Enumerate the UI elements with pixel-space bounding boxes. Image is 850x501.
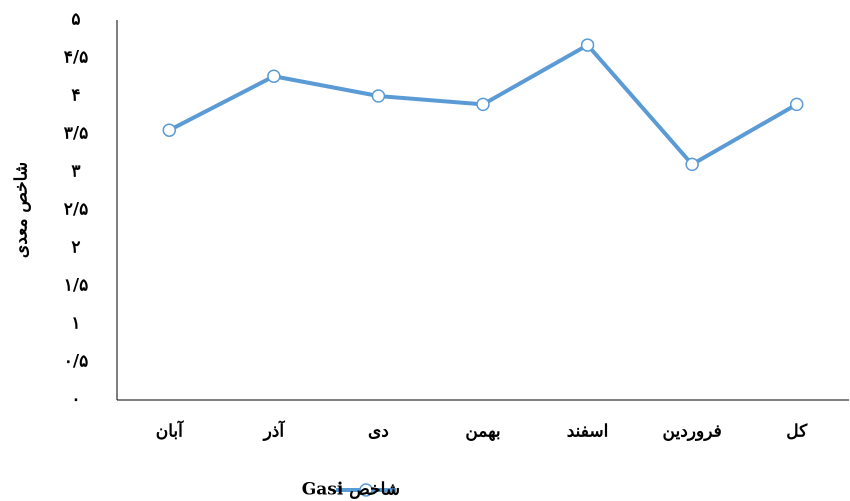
point-marker <box>267 69 281 83</box>
y-tick-label: ۴/۵ <box>64 48 88 68</box>
legend-label: شاخص Gasi <box>302 480 400 500</box>
y-tick-label: ۱ <box>71 314 80 334</box>
y-tick-label: ۲ <box>71 238 80 258</box>
x-tick-label: آبان <box>156 420 184 442</box>
point-marker <box>476 97 490 112</box>
x-tick-label: کل <box>786 422 808 442</box>
y-tick-label: ۴ <box>71 86 80 106</box>
x-tick-label: فروردین <box>663 422 722 442</box>
point-marker <box>580 38 595 52</box>
x-tick-label: بهمن <box>465 422 500 442</box>
legend-marker <box>359 483 373 497</box>
x-tick-label: آذر <box>262 420 286 442</box>
y-tick-label: ۳ <box>71 162 80 182</box>
point-marker <box>371 89 386 103</box>
y-tick-label: ۰ <box>71 390 80 410</box>
y-tick-label: ۰/۵ <box>64 352 88 372</box>
point-marker <box>789 97 804 112</box>
y-tick-label: ۵ <box>71 10 80 30</box>
y-tick-label: ۱/۵ <box>64 276 88 296</box>
y-tick-label: ۲/۵ <box>64 200 88 220</box>
y-tick-label: ۳/۵ <box>64 124 88 144</box>
point-marker <box>685 157 699 172</box>
point-marker <box>162 123 177 137</box>
x-tick-label: اسفند <box>567 422 609 442</box>
x-tick-label: دی <box>368 422 389 442</box>
y-axis-title: شاخص معدی <box>12 162 32 258</box>
